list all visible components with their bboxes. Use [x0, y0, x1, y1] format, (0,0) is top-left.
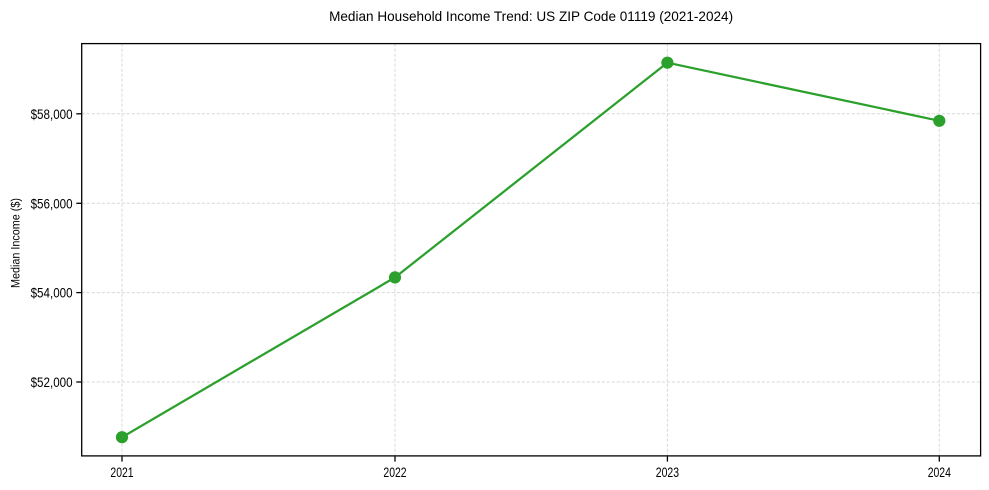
svg-text:$54,000: $54,000 — [31, 286, 73, 301]
svg-text:2021: 2021 — [110, 465, 133, 480]
svg-text:Median Household Income Trend:: Median Household Income Trend: US ZIP Co… — [329, 8, 733, 24]
svg-text:2024: 2024 — [928, 465, 951, 480]
svg-text:$56,000: $56,000 — [31, 196, 73, 211]
svg-text:2023: 2023 — [656, 465, 679, 480]
svg-text:Median Income ($): Median Income ($) — [9, 198, 23, 288]
svg-text:$52,000: $52,000 — [31, 375, 73, 390]
svg-text:$58,000: $58,000 — [31, 107, 73, 122]
svg-text:2022: 2022 — [383, 465, 406, 480]
